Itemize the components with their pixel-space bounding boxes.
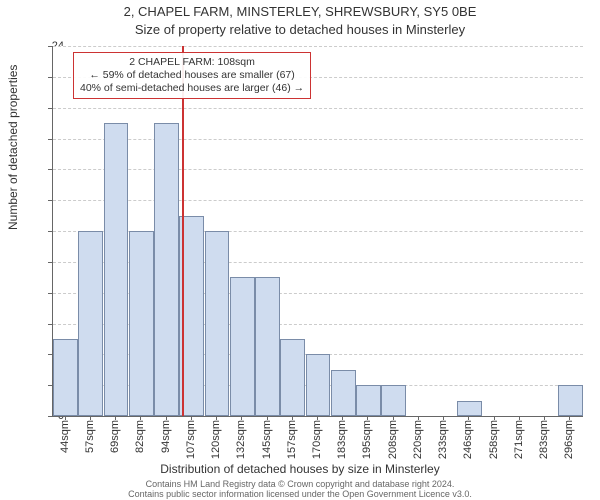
- x-tick-mark: [468, 416, 469, 420]
- x-tick-mark: [191, 416, 192, 420]
- annotation-box: 2 CHAPEL FARM: 108sqm← 59% of detached h…: [73, 52, 311, 99]
- bar: [154, 123, 179, 416]
- x-tick-label: 183sqm: [336, 420, 348, 459]
- bar: [381, 385, 406, 416]
- x-tick-label: 220sqm: [412, 420, 424, 459]
- x-tick-mark: [115, 416, 116, 420]
- x-tick-label: 94sqm: [160, 420, 172, 453]
- x-tick-label: 120sqm: [210, 420, 222, 459]
- x-tick-mark: [393, 416, 394, 420]
- y-axis-label: Number of detached properties: [6, 65, 20, 230]
- x-axis-label: Distribution of detached houses by size …: [0, 462, 600, 476]
- bar: [53, 339, 78, 416]
- bar: [205, 231, 230, 416]
- x-tick-mark: [241, 416, 242, 420]
- x-tick-mark: [569, 416, 570, 420]
- chart-subtitle: Size of property relative to detached ho…: [0, 22, 600, 37]
- plot-area: 2 CHAPEL FARM: 108sqm← 59% of detached h…: [52, 46, 583, 417]
- bars-group: [53, 46, 583, 416]
- x-tick-label: 246sqm: [462, 420, 474, 459]
- x-tick-label: 233sqm: [437, 420, 449, 459]
- x-tick-mark: [65, 416, 66, 420]
- x-tick-label: 107sqm: [185, 420, 197, 459]
- bar: [356, 385, 381, 416]
- x-tick-mark: [418, 416, 419, 420]
- footer-line1: Contains HM Land Registry data © Crown c…: [146, 479, 455, 489]
- x-tick-mark: [90, 416, 91, 420]
- x-tick-label: 57sqm: [84, 420, 96, 453]
- x-tick-mark: [267, 416, 268, 420]
- bar: [255, 277, 280, 416]
- annotation-line: 40% of semi-detached houses are larger (…: [80, 82, 304, 95]
- footer-attribution: Contains HM Land Registry data © Crown c…: [0, 480, 600, 500]
- chart-title: 2, CHAPEL FARM, MINSTERLEY, SHREWSBURY, …: [0, 4, 600, 19]
- x-tick-mark: [317, 416, 318, 420]
- x-tick-label: 82sqm: [134, 420, 146, 453]
- x-tick-mark: [544, 416, 545, 420]
- bar: [331, 370, 356, 416]
- bar: [129, 231, 154, 416]
- x-tick-mark: [216, 416, 217, 420]
- bar: [230, 277, 255, 416]
- annotation-line: ← 59% of detached houses are smaller (67…: [80, 69, 304, 82]
- x-tick-mark: [342, 416, 343, 420]
- x-tick-mark: [519, 416, 520, 420]
- bar: [306, 354, 331, 416]
- x-tick-label: 145sqm: [261, 420, 273, 459]
- bar: [104, 123, 129, 416]
- x-tick-label: 132sqm: [235, 420, 247, 459]
- x-tick-mark: [443, 416, 444, 420]
- x-tick-label: 271sqm: [513, 420, 525, 459]
- x-tick-mark: [367, 416, 368, 420]
- x-tick-mark: [140, 416, 141, 420]
- x-tick-label: 208sqm: [387, 420, 399, 459]
- bar: [558, 385, 583, 416]
- x-tick-label: 283sqm: [538, 420, 550, 459]
- footer-line2: Contains public sector information licen…: [128, 489, 472, 499]
- reference-line: [182, 46, 184, 416]
- x-tick-label: 44sqm: [59, 420, 71, 453]
- x-tick-mark: [494, 416, 495, 420]
- x-tick-label: 258sqm: [488, 420, 500, 459]
- x-tick-mark: [292, 416, 293, 420]
- chart-container: 2, CHAPEL FARM, MINSTERLEY, SHREWSBURY, …: [0, 0, 600, 500]
- annotation-line: 2 CHAPEL FARM: 108sqm: [80, 56, 304, 69]
- bar: [78, 231, 103, 416]
- x-tick-mark: [166, 416, 167, 420]
- x-tick-label: 69sqm: [109, 420, 121, 453]
- bar: [457, 401, 482, 416]
- x-tick-label: 296sqm: [563, 420, 575, 459]
- bar: [280, 339, 305, 416]
- x-tick-label: 195sqm: [361, 420, 373, 459]
- x-tick-label: 157sqm: [286, 420, 298, 459]
- x-tick-label: 170sqm: [311, 420, 323, 459]
